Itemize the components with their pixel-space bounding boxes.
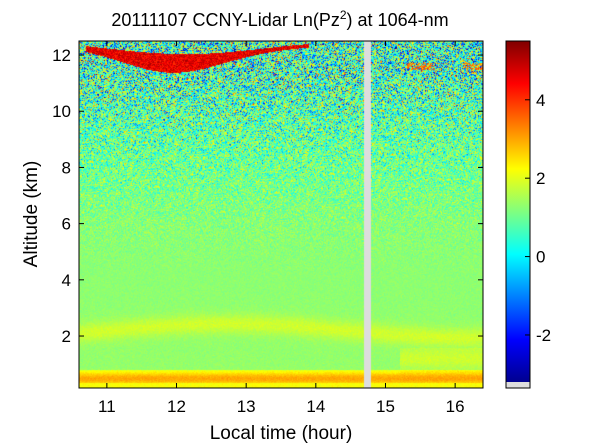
x-axis: 11 12 13 14 15 16 [98, 41, 465, 416]
plot-frame [78, 40, 484, 389]
colorbar-ticks: -2 0 2 4 [525, 91, 551, 345]
plot-area [78, 40, 484, 389]
y-tick-label: 2 [62, 327, 71, 346]
x-tick-label: 13 [237, 397, 256, 416]
y-axis-label: Altitude (km) [21, 161, 42, 268]
x-tick-label: 16 [446, 397, 465, 416]
y-tick-label: 6 [62, 215, 71, 234]
colorbar-gradient [506, 41, 530, 382]
chart-title: 20111107 CCNY-Lidar Ln(Pz2) at 1064-nm [111, 8, 448, 30]
y-tick-label: 10 [52, 102, 71, 121]
heatmap-image [79, 41, 483, 388]
colorbar-nodata-swatch [506, 382, 530, 388]
x-tick-label: 14 [306, 397, 325, 416]
colorbar-tick-label: 2 [536, 169, 545, 188]
colorbar: -2 0 2 4 [505, 40, 551, 389]
y-tick-label: 8 [62, 158, 71, 177]
colorbar-frame [505, 40, 531, 389]
y-axis: 2 4 6 8 10 12 [52, 46, 483, 346]
x-tick-label: 11 [98, 397, 116, 416]
y-tick-label: 4 [62, 271, 71, 290]
x-tick-label: 15 [376, 397, 395, 416]
colorbar-tick-label: -2 [536, 326, 551, 345]
x-tick-label: 12 [167, 397, 186, 416]
x-axis-label: Local time (hour) [210, 423, 353, 444]
colorbar-tick-label: 0 [536, 248, 545, 267]
colorbar-tick-label: 4 [536, 91, 545, 110]
y-tick-label: 12 [52, 46, 71, 65]
